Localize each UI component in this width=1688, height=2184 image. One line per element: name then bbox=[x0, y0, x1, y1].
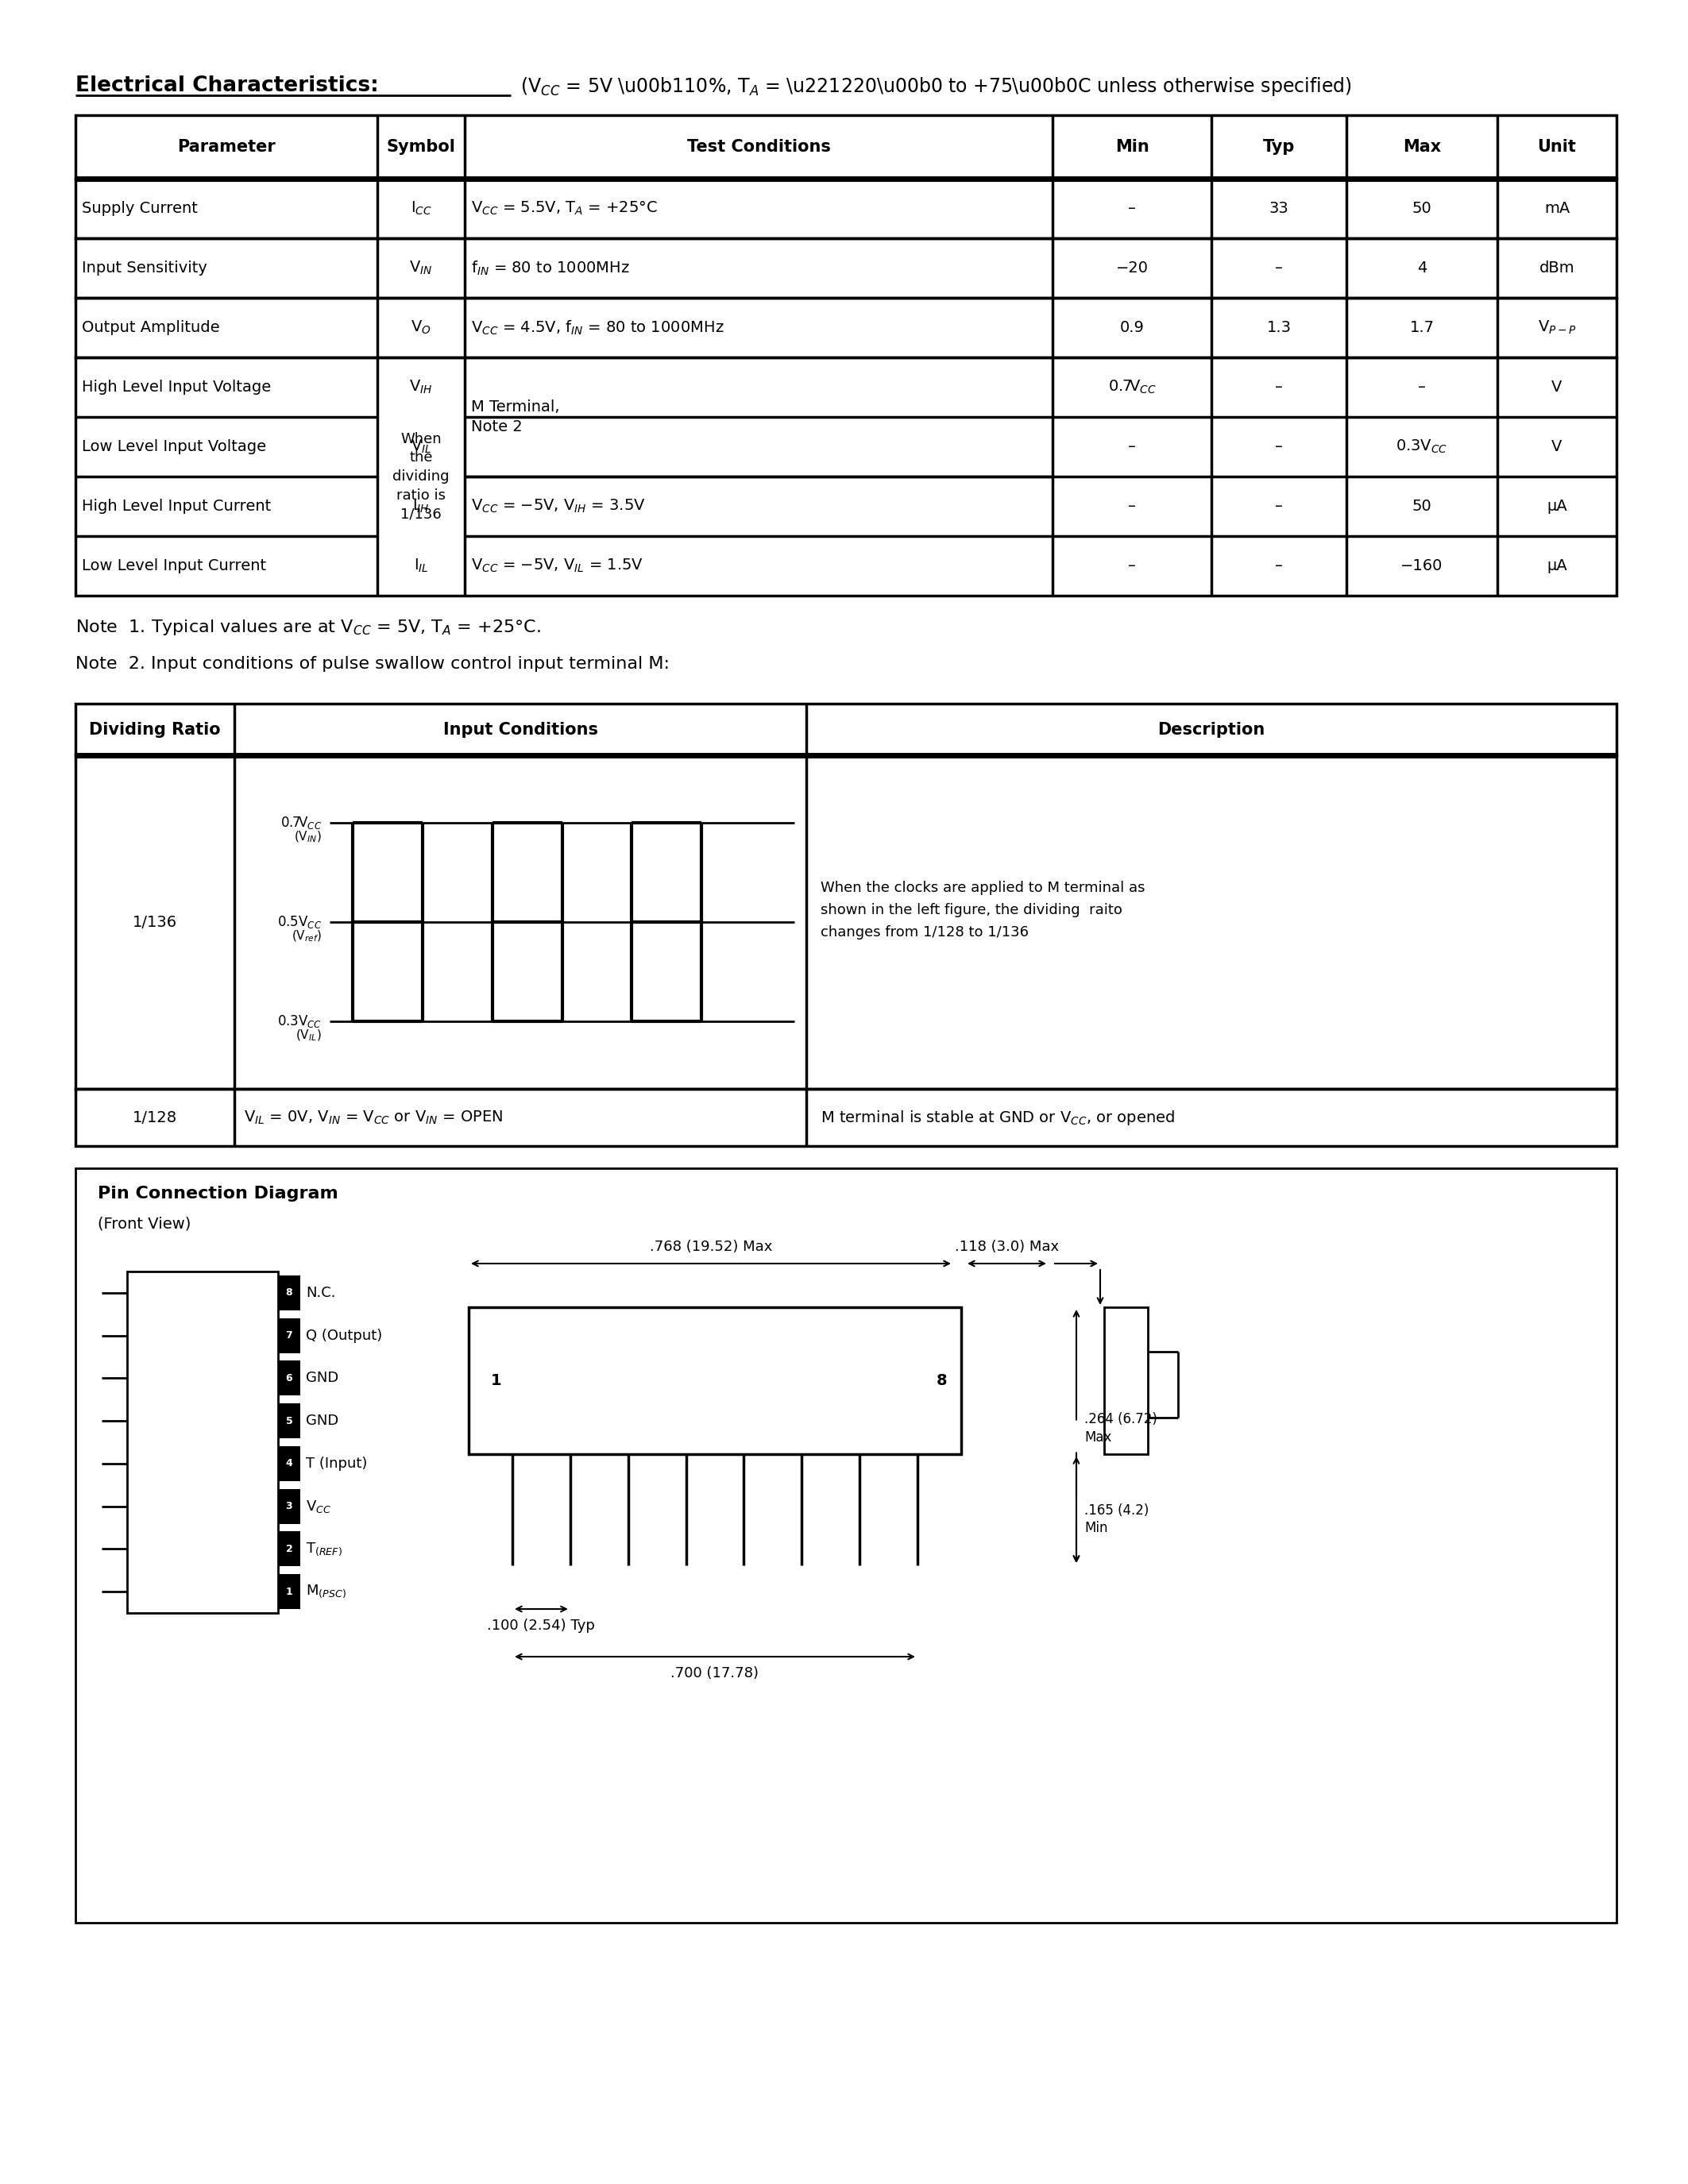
Text: Low Level Input Current: Low Level Input Current bbox=[81, 559, 267, 574]
Text: 0.7V$_{CC}$: 0.7V$_{CC}$ bbox=[1107, 378, 1156, 395]
Bar bbox=[76, 179, 1617, 238]
Text: Test Conditions: Test Conditions bbox=[687, 140, 830, 155]
Text: I$_{IL}$: I$_{IL}$ bbox=[414, 557, 429, 574]
Text: –: – bbox=[1274, 439, 1283, 454]
Text: μA: μA bbox=[1546, 559, 1566, 574]
Text: V$_{CC}$: V$_{CC}$ bbox=[306, 1498, 331, 1514]
Text: Electrical Characteristics:: Electrical Characteristics: bbox=[76, 76, 378, 96]
Text: V$_{IL}$ = 0V, V$_{IN}$ = V$_{CC}$ or V$_{IN}$ = OPEN: V$_{IL}$ = 0V, V$_{IN}$ = V$_{CC}$ or V$… bbox=[243, 1109, 503, 1127]
Text: 1: 1 bbox=[285, 1586, 292, 1597]
Text: 0.5V$_{CC}$: 0.5V$_{CC}$ bbox=[277, 915, 322, 930]
Text: Description: Description bbox=[1158, 721, 1264, 738]
Text: 3: 3 bbox=[285, 1500, 292, 1511]
Text: 4: 4 bbox=[1416, 260, 1426, 275]
Bar bbox=[76, 358, 1617, 596]
Text: N.C.: N.C. bbox=[306, 1286, 336, 1299]
Bar bbox=[279, 1404, 300, 1439]
Bar bbox=[279, 1575, 300, 1610]
Text: –: – bbox=[1128, 439, 1136, 454]
Text: 50: 50 bbox=[1413, 201, 1431, 216]
Text: 5: 5 bbox=[285, 1415, 292, 1426]
Text: Pin Connection Diagram: Pin Connection Diagram bbox=[98, 1186, 338, 1201]
Text: Note  1. Typical values are at V$_{CC}$ = 5V, T$_A$ = +25°C.: Note 1. Typical values are at V$_{CC}$ =… bbox=[76, 618, 540, 638]
Bar bbox=[279, 1446, 300, 1481]
Text: Output Amplitude: Output Amplitude bbox=[81, 321, 219, 334]
Text: Input Sensitivity: Input Sensitivity bbox=[81, 260, 208, 275]
Text: 2: 2 bbox=[285, 1544, 292, 1555]
Bar bbox=[127, 1271, 279, 1614]
Text: M Terminal,
Note 2: M Terminal, Note 2 bbox=[471, 400, 560, 435]
Text: T (Input): T (Input) bbox=[306, 1457, 368, 1470]
Text: 33: 33 bbox=[1269, 201, 1288, 216]
Bar bbox=[76, 297, 1617, 358]
Bar bbox=[1104, 1308, 1148, 1455]
Text: Input Conditions: Input Conditions bbox=[442, 721, 598, 738]
Text: 50: 50 bbox=[1413, 498, 1431, 513]
Text: V$_{CC}$ = −5V, V$_{IL}$ = 1.5V: V$_{CC}$ = −5V, V$_{IL}$ = 1.5V bbox=[471, 557, 643, 574]
Text: GND: GND bbox=[306, 1413, 339, 1428]
Text: dBm: dBm bbox=[1539, 260, 1575, 275]
Text: (Front View): (Front View) bbox=[98, 1216, 191, 1232]
Text: –: – bbox=[1274, 559, 1283, 574]
Bar bbox=[76, 756, 1617, 1090]
Text: 0.9: 0.9 bbox=[1119, 321, 1144, 334]
Text: Low Level Input Voltage: Low Level Input Voltage bbox=[81, 439, 267, 454]
Text: GND: GND bbox=[306, 1372, 339, 1385]
Text: μA: μA bbox=[1546, 498, 1566, 513]
Text: V$_{P-P}$: V$_{P-P}$ bbox=[1538, 319, 1577, 336]
Text: Q (Output): Q (Output) bbox=[306, 1328, 381, 1343]
Text: –: – bbox=[1274, 260, 1283, 275]
Bar bbox=[76, 1090, 1617, 1147]
Text: 8: 8 bbox=[285, 1289, 292, 1297]
Text: 1.3: 1.3 bbox=[1266, 321, 1291, 334]
Text: 1/136: 1/136 bbox=[133, 915, 177, 930]
Text: –: – bbox=[1274, 380, 1283, 395]
Bar bbox=[279, 1317, 300, 1354]
Bar bbox=[76, 116, 1617, 179]
Text: mA: mA bbox=[1545, 201, 1570, 216]
Text: V$_{IN}$: V$_{IN}$ bbox=[408, 260, 432, 277]
Text: 7: 7 bbox=[285, 1330, 292, 1341]
Text: T$_{(REF)}$: T$_{(REF)}$ bbox=[306, 1540, 343, 1557]
Text: .768 (19.52) Max: .768 (19.52) Max bbox=[650, 1241, 773, 1254]
Text: –: – bbox=[1274, 498, 1283, 513]
Text: (V$_{IN}$): (V$_{IN}$) bbox=[294, 830, 322, 845]
Bar bbox=[279, 1275, 300, 1310]
Text: V$_{IL}$: V$_{IL}$ bbox=[410, 439, 432, 454]
Text: I$_{IH}$: I$_{IH}$ bbox=[412, 498, 430, 515]
Text: V$_{CC}$ = 4.5V, f$_{IN}$ = 80 to 1000MHz: V$_{CC}$ = 4.5V, f$_{IN}$ = 80 to 1000MH… bbox=[471, 319, 724, 336]
Text: .100 (2.54) Typ: .100 (2.54) Typ bbox=[488, 1618, 596, 1634]
Text: Unit: Unit bbox=[1538, 140, 1577, 155]
Text: .165 (4.2)
Min: .165 (4.2) Min bbox=[1084, 1503, 1150, 1535]
Bar bbox=[469, 1308, 960, 1455]
Text: Supply Current: Supply Current bbox=[81, 201, 197, 216]
Text: –: – bbox=[1418, 380, 1426, 395]
Text: f$_{IN}$ = 80 to 1000MHz: f$_{IN}$ = 80 to 1000MHz bbox=[471, 260, 630, 277]
Text: –: – bbox=[1128, 201, 1136, 216]
Text: V$_O$: V$_O$ bbox=[410, 319, 430, 336]
Text: 1/128: 1/128 bbox=[133, 1109, 177, 1125]
Bar bbox=[76, 1168, 1617, 1922]
Text: Note  2. Input conditions of pulse swallow control input terminal M:: Note 2. Input conditions of pulse swallo… bbox=[76, 655, 670, 673]
Text: 4: 4 bbox=[285, 1459, 292, 1470]
Text: M terminal is stable at GND or V$_{CC}$, or opened: M terminal is stable at GND or V$_{CC}$,… bbox=[820, 1107, 1175, 1127]
Text: –: – bbox=[1128, 498, 1136, 513]
Text: When the clocks are applied to M terminal as
shown in the left figure, the divid: When the clocks are applied to M termina… bbox=[820, 880, 1144, 939]
Text: −20: −20 bbox=[1116, 260, 1148, 275]
Text: Parameter: Parameter bbox=[177, 140, 275, 155]
Bar bbox=[279, 1531, 300, 1566]
Text: V: V bbox=[1551, 439, 1563, 454]
Text: .700 (17.78): .700 (17.78) bbox=[670, 1666, 760, 1679]
Text: 1: 1 bbox=[491, 1374, 501, 1389]
Text: Symbol: Symbol bbox=[387, 140, 456, 155]
Text: V$_{CC}$ = −5V, V$_{IH}$ = 3.5V: V$_{CC}$ = −5V, V$_{IH}$ = 3.5V bbox=[471, 498, 645, 515]
Text: (V$_{IL}$): (V$_{IL}$) bbox=[295, 1029, 322, 1044]
Text: (V$_{CC}$ = 5V \u00b110%, T$_A$ = \u221220\u00b0 to +75\u00b0C unless otherwise : (V$_{CC}$ = 5V \u00b110%, T$_A$ = \u2212… bbox=[520, 76, 1352, 98]
Text: 0.7V$_{CC}$: 0.7V$_{CC}$ bbox=[280, 815, 322, 830]
Text: When
the
dividing
ratio is
1/136: When the dividing ratio is 1/136 bbox=[393, 432, 449, 522]
Bar bbox=[279, 1489, 300, 1524]
Text: .264 (6.72)
Max: .264 (6.72) Max bbox=[1084, 1413, 1158, 1444]
Bar bbox=[76, 238, 1617, 297]
Text: High Level Input Voltage: High Level Input Voltage bbox=[81, 380, 272, 395]
Text: 1.7: 1.7 bbox=[1409, 321, 1435, 334]
